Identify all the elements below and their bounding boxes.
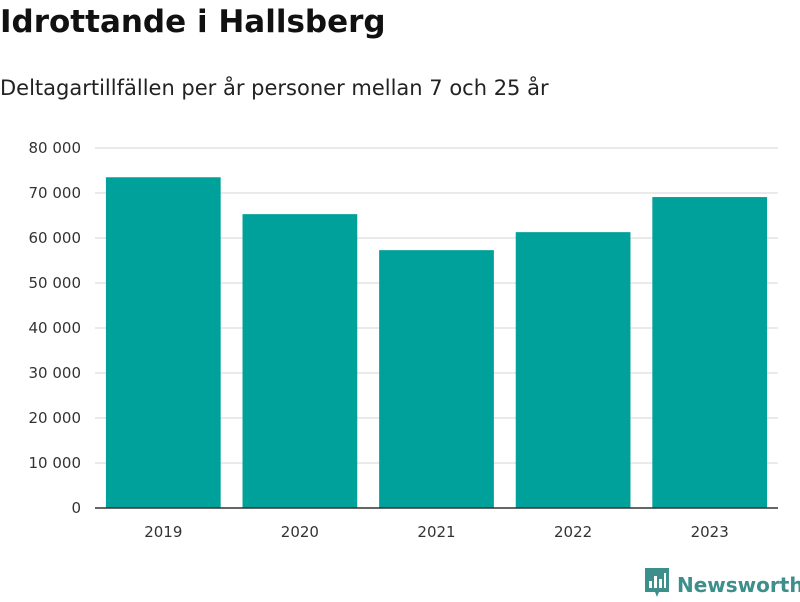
newsworthy-logo-icon bbox=[645, 568, 669, 602]
y-tick-label: 50 000 bbox=[29, 274, 82, 292]
x-tick-label: 2023 bbox=[691, 523, 729, 541]
y-tick-label: 0 bbox=[71, 499, 81, 517]
chart-title: Idrottande i Hallsberg bbox=[0, 4, 386, 40]
chart-subtitle: Deltagartillfällen per år personer mella… bbox=[0, 76, 549, 100]
y-tick-label: 60 000 bbox=[29, 229, 82, 247]
y-tick-label: 80 000 bbox=[29, 139, 82, 157]
bar bbox=[515, 232, 631, 508]
bar bbox=[242, 214, 358, 508]
bar bbox=[379, 250, 494, 508]
y-tick-label: 20 000 bbox=[29, 409, 82, 427]
x-tick-label: 2019 bbox=[144, 523, 182, 541]
y-tick-label: 30 000 bbox=[29, 364, 82, 382]
newsworthy-brand: Newsworthy bbox=[645, 568, 800, 602]
bar bbox=[652, 197, 768, 509]
brand-name: Newsworthy bbox=[677, 573, 800, 597]
bar bbox=[105, 177, 221, 508]
bar-chart: 0 10 000 20 000 30 000 40 000 50 000 60 000 70 … bbox=[29, 139, 778, 541]
x-tick-label: 2020 bbox=[281, 523, 319, 541]
x-tick-label: 2022 bbox=[554, 523, 592, 541]
y-tick-label: 70 000 bbox=[29, 184, 82, 202]
y-tick-label: 40 000 bbox=[29, 319, 82, 337]
y-tick-label: 10 000 bbox=[29, 454, 82, 472]
x-tick-label: 2021 bbox=[417, 523, 455, 541]
